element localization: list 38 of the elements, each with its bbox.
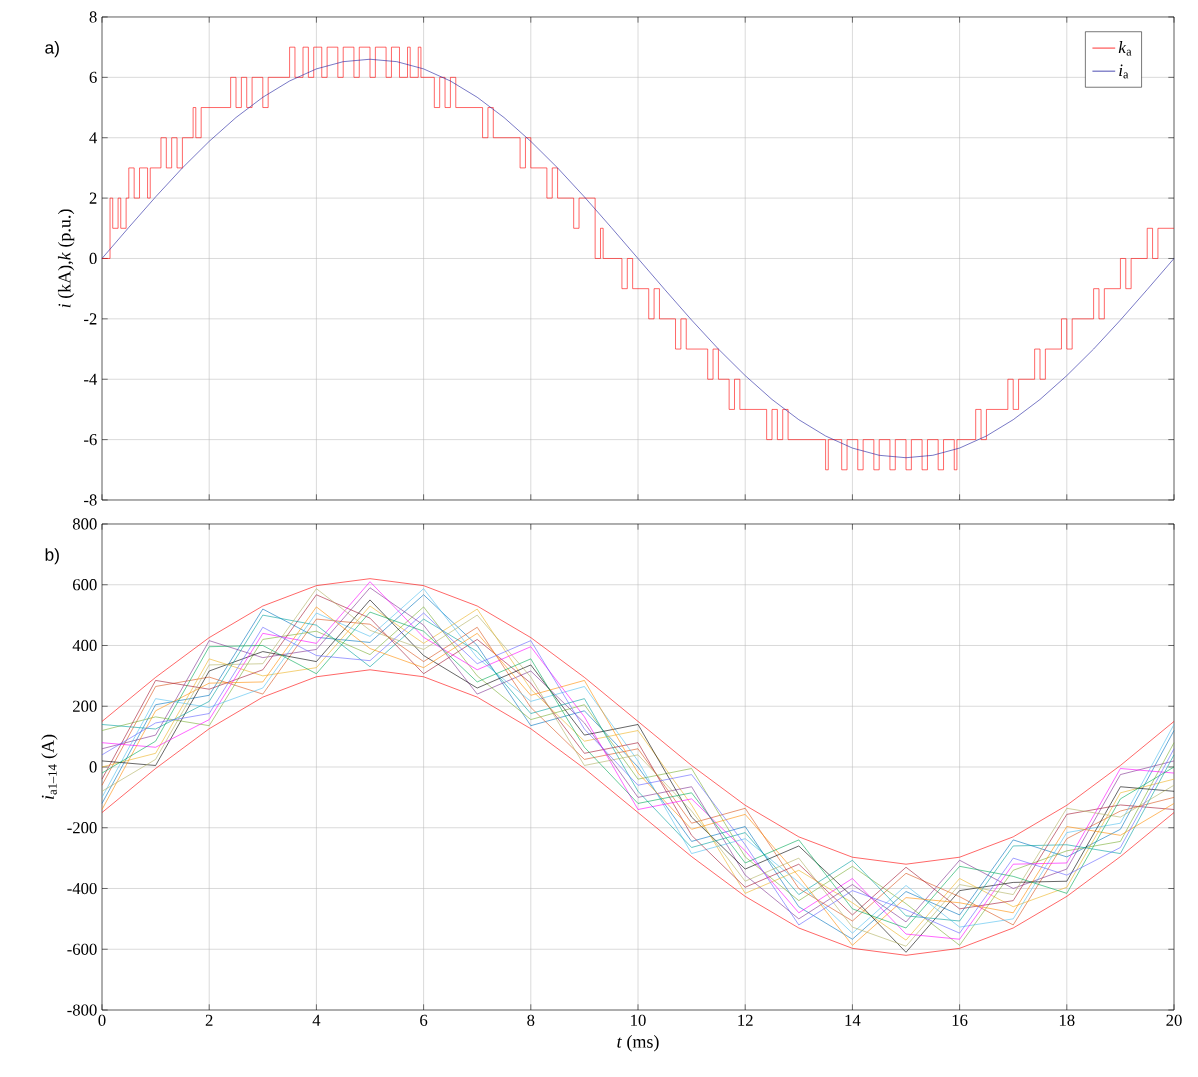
y-tick-label: 600 <box>73 579 97 591</box>
y-tick-label: 0 <box>89 252 97 265</box>
y-tick-label: 0 <box>89 761 97 773</box>
y-tick-label: -200 <box>67 822 97 834</box>
y-tick-label: -4 <box>84 373 98 385</box>
y-tick-label: 8 <box>89 11 97 23</box>
x-tick-label: 16 <box>952 1014 968 1026</box>
x-tick-label: 8 <box>527 1014 535 1026</box>
y-axis-title: i$_{a1–14}$ (A) <box>41 734 58 799</box>
line-series <box>101 578 1175 865</box>
text: a) <box>45 41 59 58</box>
x-tick-label: 10 <box>631 1014 646 1026</box>
x-tick-label: 4 <box>312 1014 321 1026</box>
y-tick-label: -400 <box>67 882 97 895</box>
y-tick-label: -800 <box>67 1004 97 1016</box>
y-tick-label: 800 <box>72 518 97 530</box>
y-tick-label: 2 <box>89 192 97 204</box>
y-tick-label: 400 <box>72 639 97 652</box>
y-tick-label: -8 <box>84 494 97 506</box>
text: b) <box>45 548 59 565</box>
y-tick-label: 4 <box>89 132 98 144</box>
x-axis-title: t (ms) <box>617 1035 659 1052</box>
line-series <box>101 669 1175 956</box>
x-tick-label: 12 <box>738 1014 753 1026</box>
x-tick-label: 6 <box>420 1014 428 1026</box>
x-tick-label: 0 <box>98 1014 106 1026</box>
y-tick-label: -2 <box>84 313 97 325</box>
y-tick-label: 200 <box>73 700 97 712</box>
x-tick-label: 2 <box>205 1014 213 1026</box>
y-axis-title: i (kA),k (p.u.) <box>57 209 75 308</box>
y-tick-label: 6 <box>89 71 97 83</box>
x-tick-label: 18 <box>1059 1014 1075 1026</box>
y-tick-label: -600 <box>67 943 97 955</box>
x-tick-label: 20 <box>1166 1014 1182 1026</box>
x-tick-label: 14 <box>845 1014 861 1026</box>
legend-label: i$_{a}$ <box>1119 64 1129 79</box>
legend-label: k$_{a}$ <box>1118 41 1132 56</box>
y-tick-label: -6 <box>84 434 97 446</box>
